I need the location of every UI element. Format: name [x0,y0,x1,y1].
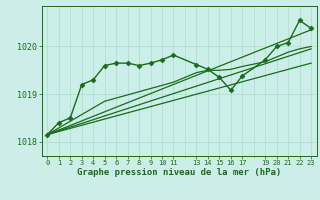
X-axis label: Graphe pression niveau de la mer (hPa): Graphe pression niveau de la mer (hPa) [77,168,281,177]
